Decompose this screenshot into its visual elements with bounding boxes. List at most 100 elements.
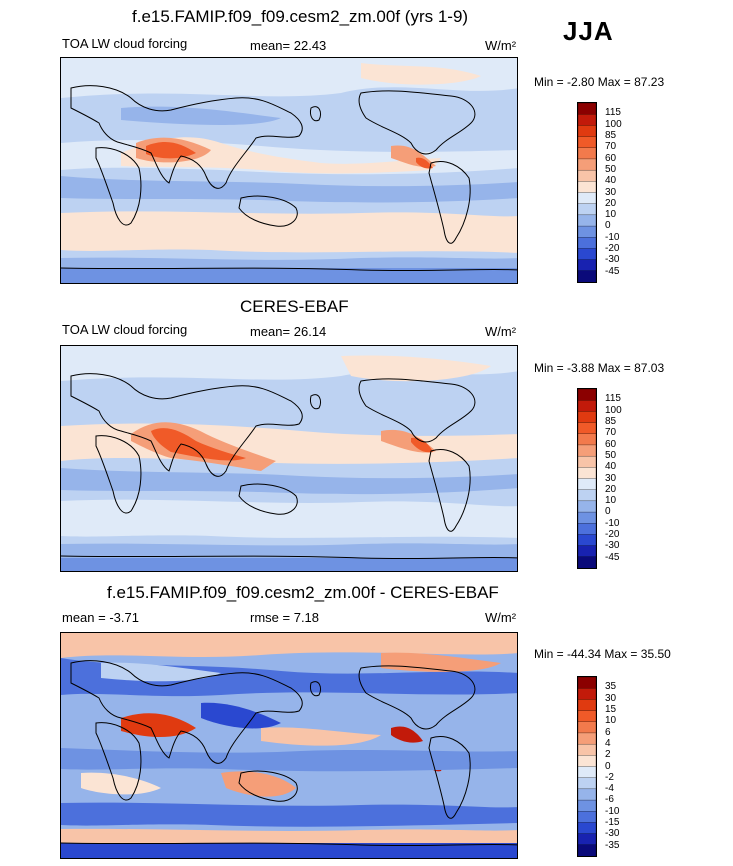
colorbar-swatch — [578, 523, 596, 536]
colorbar-swatch — [578, 811, 596, 824]
panel3-rmse: rmse = 7.18 — [250, 610, 319, 625]
colorbar-swatch — [578, 422, 596, 435]
season-label: JJA — [563, 16, 614, 46]
panel2-map — [60, 345, 518, 572]
colorbar-swatch — [578, 788, 596, 801]
panel2-variable-label: TOA LW cloud forcing — [62, 322, 188, 337]
panel1-max-value: 87.23 — [634, 75, 665, 89]
panel2-min-label: Min = — [534, 361, 564, 375]
panel1-colorbar — [577, 102, 597, 283]
panel2-colorbar-swatches — [578, 389, 596, 568]
colorbar-tick-label: -6 — [605, 794, 614, 806]
colorbar-tick-label: -4 — [605, 783, 614, 795]
panel1-mean: mean= 22.43 — [250, 38, 326, 53]
colorbar-swatch — [578, 270, 596, 282]
colorbar-swatch — [578, 777, 596, 790]
panel2-min-value: -3.88 — [567, 361, 595, 375]
colorbar-swatch — [578, 556, 596, 568]
colorbar-swatch — [578, 169, 596, 182]
colorbar-tick-label: 50 — [605, 163, 617, 175]
colorbar-tick-label: 40 — [605, 175, 617, 187]
colorbar-swatch — [578, 489, 596, 502]
colorbar-tick-label: 70 — [605, 141, 617, 153]
colorbar-swatch — [578, 136, 596, 149]
panel1-variable-label: TOA LW cloud forcing — [62, 36, 188, 51]
colorbar-tick-label: 30 — [605, 186, 617, 198]
colorbar-tick-label: 0 — [605, 220, 611, 232]
colorbar-swatch — [578, 181, 596, 194]
colorbar-swatch — [578, 192, 596, 205]
colorbar-swatch — [578, 467, 596, 480]
colorbar-swatch — [578, 455, 596, 468]
colorbar-tick-label: 85 — [605, 415, 617, 427]
colorbar-tick-label: 20 — [605, 197, 617, 209]
colorbar-tick-label: 0 — [605, 506, 611, 518]
colorbar-swatch — [578, 710, 596, 723]
colorbar-tick-label: -20 — [605, 243, 620, 255]
colorbar-tick-label: -2 — [605, 771, 614, 783]
colorbar-tick-label: 115 — [605, 393, 621, 405]
colorbar-swatch — [578, 743, 596, 756]
colorbar-tick-label: 4 — [605, 737, 611, 749]
colorbar-tick-label: -15 — [605, 817, 620, 829]
colorbar-swatch — [578, 147, 596, 160]
colorbar-tick-label: -35 — [605, 839, 620, 851]
colorbar-tick-label: 60 — [605, 152, 617, 164]
panel3-colorbar — [577, 676, 597, 857]
panel3-units: W/m² — [485, 610, 517, 625]
panel1-map — [60, 57, 518, 284]
colorbar-tick-label: 35 — [605, 681, 617, 693]
colorbar-tick-label: -10 — [605, 517, 620, 529]
colorbar-tick-label: -10 — [605, 231, 620, 243]
colorbar-tick-label: 30 — [605, 472, 617, 484]
colorbar-tick-label: 15 — [605, 703, 617, 715]
panel3-min-label: Min = — [534, 647, 564, 661]
colorbar-tick-label: 100 — [605, 404, 622, 416]
colorbar-swatch — [578, 822, 596, 835]
colorbar-tick-label: 100 — [605, 118, 622, 130]
colorbar-tick-label: 20 — [605, 483, 617, 495]
panel1-min-label: Min = — [534, 75, 564, 89]
colorbar-swatch — [578, 225, 596, 238]
panel3-rmse-value: 7.18 — [293, 610, 320, 625]
panel1-title: f.e15.FAMIP.f09_f09.cesm2_zm.00f (yrs 1-… — [132, 7, 469, 26]
colorbar-tick-label: 30 — [605, 692, 617, 704]
colorbar-swatch — [578, 799, 596, 812]
panel3-map — [60, 632, 518, 859]
colorbar-tick-label: 60 — [605, 438, 617, 450]
panel3-rmse-label: rmse = — [250, 610, 291, 625]
panel3-title: f.e15.FAMIP.f09_f09.cesm2_zm.00f - CERES… — [107, 583, 499, 602]
colorbar-swatch — [578, 259, 596, 272]
panel2-mean-value: 26.14 — [293, 324, 327, 339]
colorbar-tick-label: 85 — [605, 129, 617, 141]
colorbar-swatch — [578, 766, 596, 779]
colorbar-swatch — [578, 389, 596, 401]
colorbar-tick-label: -45 — [605, 551, 620, 563]
colorbar-tick-label: 10 — [605, 209, 617, 221]
colorbar-swatch — [578, 411, 596, 424]
colorbar-tick-label: -20 — [605, 529, 620, 541]
panel3-mean-label: mean = -3.71 — [62, 610, 139, 625]
colorbar-swatch — [578, 677, 596, 689]
colorbar-swatch — [578, 844, 596, 856]
colorbar-tick-label: -45 — [605, 265, 620, 277]
panel2-max-label: Max = — [597, 361, 631, 375]
colorbar-tick-label: -10 — [605, 805, 620, 817]
colorbar-tick-label: 10 — [605, 495, 617, 507]
colorbar-swatch — [578, 400, 596, 413]
colorbar-swatch — [578, 158, 596, 171]
panel3-colorbar-swatches — [578, 677, 596, 856]
colorbar-tick-label: 10 — [605, 715, 617, 727]
colorbar-tick-label: 2 — [605, 749, 611, 761]
panel3-minmax: Min = -44.34 Max = 35.50 — [534, 647, 671, 661]
panel2-mean-label: mean= — [250, 324, 291, 339]
colorbar-tick-label: 0 — [605, 760, 611, 772]
panel2-colorbar — [577, 388, 597, 569]
colorbar-swatch — [578, 500, 596, 513]
colorbar-tick-label: 115 — [605, 107, 621, 119]
panel1-mean-label: mean= — [250, 38, 291, 53]
colorbar-swatch — [578, 732, 596, 745]
colorbar-tick-label: -30 — [605, 254, 620, 266]
panel2-max-value: 87.03 — [634, 361, 665, 375]
panel1-units: W/m² — [485, 38, 517, 53]
